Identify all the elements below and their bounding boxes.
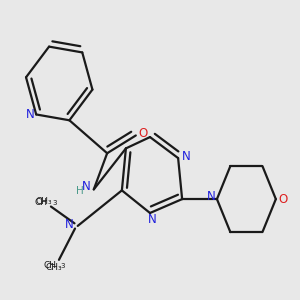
Text: N: N: [182, 150, 190, 163]
Text: CH: CH: [35, 198, 48, 207]
Text: O: O: [278, 193, 287, 206]
Text: N: N: [65, 218, 74, 231]
Text: 3: 3: [52, 200, 56, 206]
Text: CH₃: CH₃: [45, 263, 62, 272]
Text: N: N: [148, 213, 157, 226]
Text: N: N: [82, 180, 91, 193]
Text: N: N: [207, 190, 215, 203]
Text: N: N: [26, 108, 35, 121]
Text: 3: 3: [61, 262, 65, 268]
Text: CH: CH: [43, 261, 56, 270]
Text: H: H: [76, 186, 84, 196]
Text: O: O: [138, 127, 147, 140]
Text: CH₃: CH₃: [36, 197, 52, 206]
